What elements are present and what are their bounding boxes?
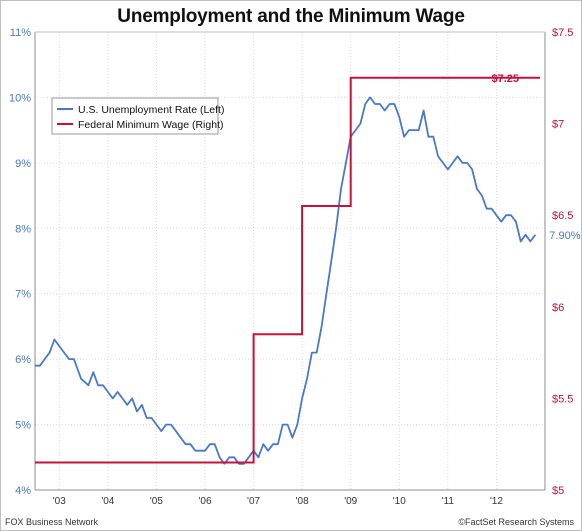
right-axis-tick-label: $5 bbox=[552, 485, 564, 497]
x-axis-tick-label: '11 bbox=[442, 496, 455, 507]
axes bbox=[34, 31, 546, 491]
left-axis-tick-label: 7% bbox=[15, 289, 31, 301]
footer-source-left: FOX Business Network bbox=[5, 517, 99, 527]
left-axis-tick-label: 9% bbox=[15, 158, 31, 170]
minimum-wage-end-label: $7.25 bbox=[491, 73, 519, 85]
chart-title: Unemployment and the Minimum Wage bbox=[117, 6, 465, 27]
right-axis-tick-label: $6 bbox=[552, 302, 564, 314]
series-lines bbox=[35, 76, 541, 465]
legend-entry-label: Federal Minimum Wage (Right) bbox=[78, 119, 223, 131]
footer-source-right: ©FactSet Research Systems bbox=[458, 517, 574, 527]
x-axis-tick-label: '03 bbox=[53, 496, 66, 507]
unemployment-end-label: 7.90% bbox=[549, 230, 580, 242]
unemployment-rate-line bbox=[35, 96, 537, 465]
x-axis-tick-label: '04 bbox=[101, 496, 114, 507]
x-axis-tick-label: '12 bbox=[490, 496, 503, 507]
legend: U.S. Unemployment Rate (Left) Federal Min… bbox=[51, 97, 224, 135]
right-axis-tick-label: $7.5 bbox=[552, 27, 573, 39]
right-axis-tick-label: $6.5 bbox=[552, 210, 573, 222]
x-axis-tick-label: '08 bbox=[296, 496, 309, 507]
right-axis-tick-label: $7 bbox=[552, 119, 564, 131]
left-axis-tick-label: 5% bbox=[15, 420, 31, 432]
x-axis-tick-label: '10 bbox=[393, 496, 406, 507]
data-labels: 7.90% $7.25 bbox=[491, 73, 580, 242]
left-axis-tick-label: 10% bbox=[9, 92, 31, 104]
tick-labels: 4% 5% 6% 7% 8% 9% 10% 11% $5 $5.5 $6 $6.5 $7 $7.5 '03 '… bbox=[9, 27, 573, 507]
x-axis-tick-label: '07 bbox=[247, 496, 260, 507]
legend-entry-label: U.S. Unemployment Rate (Left) bbox=[78, 104, 224, 116]
x-axis-tick-label: '06 bbox=[198, 496, 211, 507]
left-axis-tick-label: 8% bbox=[15, 223, 31, 235]
x-axis-tick-label: '09 bbox=[344, 496, 357, 507]
left-axis-tick-label: 11% bbox=[10, 27, 31, 39]
x-axis-tick-label: '05 bbox=[150, 496, 163, 507]
legend-box bbox=[51, 97, 219, 135]
left-axis-tick-label: 6% bbox=[15, 354, 31, 366]
right-axis-tick-label: $5.5 bbox=[552, 393, 573, 405]
minimum-wage-line bbox=[35, 76, 541, 464]
left-axis-tick-label: 4% bbox=[15, 485, 31, 497]
